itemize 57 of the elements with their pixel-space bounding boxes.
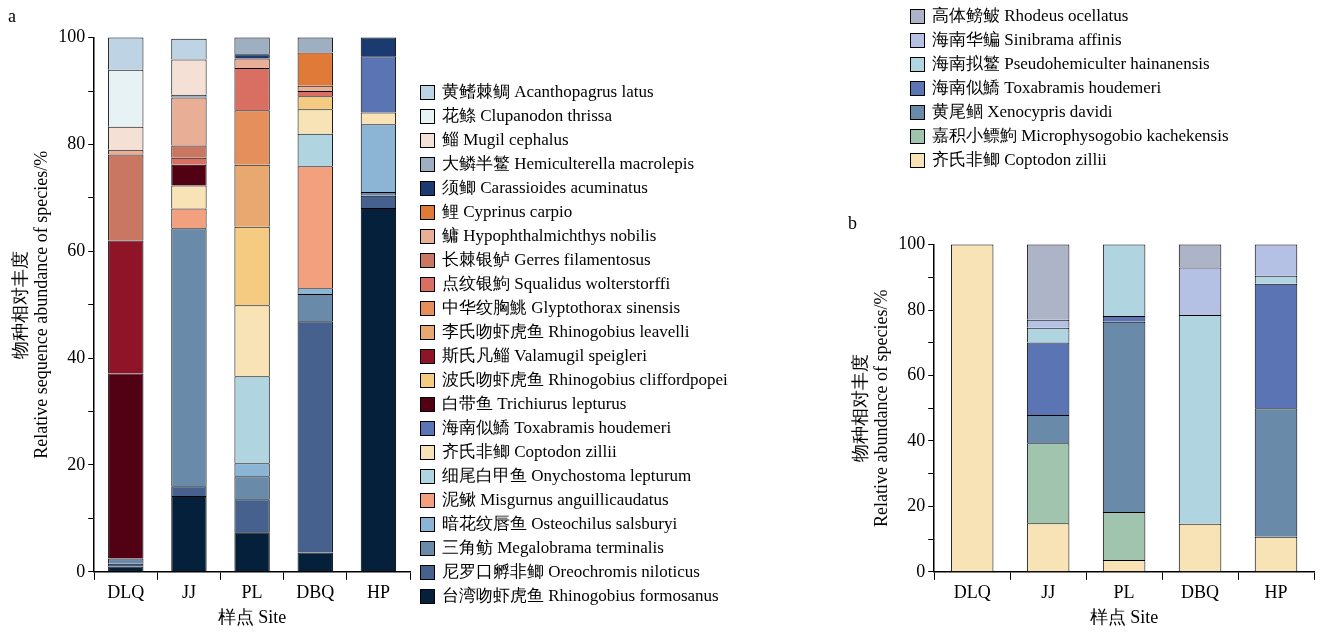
x-axis-title: 样点 Site xyxy=(1089,606,1159,627)
x-tick-label: JJ xyxy=(1041,582,1056,603)
legend-label: 海南华鳊 Sinibrama affinis xyxy=(932,29,1122,51)
y-tick-label: 0 xyxy=(916,560,926,581)
x-tick-label: DBQ xyxy=(296,582,335,603)
x-tick-label: DBQ xyxy=(1181,582,1220,603)
legend-label: 暗花纹唇鱼 Osteochilus salsburyi xyxy=(442,513,678,535)
chart-title: b xyxy=(848,212,857,233)
x-tick-label: DLQ xyxy=(953,582,991,603)
legend-label: 高体鳑鲏 Rhodeus ocellatus xyxy=(932,5,1129,27)
legend-label: 鲻 Mugil cephalus xyxy=(442,129,569,151)
legend-label: 波氏吻虾虎鱼 Rhinogobius cliffordpopei xyxy=(442,369,728,391)
legend-label: 泥鳅 Misgurnus anguillicaudatus xyxy=(442,489,669,511)
x-tick-label: HP xyxy=(366,582,390,603)
y-tick-label: 60 xyxy=(907,364,926,385)
y-tick-label: 100 xyxy=(898,233,926,254)
legend-label: 台湾吻虾虎鱼 Rhinogobius formosanus xyxy=(442,585,719,607)
x-tick-label: JJ xyxy=(181,582,196,603)
x-axis-title: 样点 Site xyxy=(217,606,287,627)
legend-label: 齐氏非鲫 Coptodon zillii xyxy=(932,149,1107,171)
legend-label: 长棘银鲈 Gerres filamentosus xyxy=(442,249,651,271)
x-tick-label: PL xyxy=(241,582,263,603)
legend-label: 海南似鱎 Toxabramis houdemeri xyxy=(932,77,1162,99)
legend-label: 中华纹胸鮡 Glyptothorax sinensis xyxy=(442,297,680,319)
legend-label: 大鳞半鳘 Hemiculterella macrolepis xyxy=(442,153,695,175)
y-tick-label: 80 xyxy=(907,298,926,319)
y-tick-label: 100 xyxy=(58,26,86,47)
legend-label: 尼罗口孵非鲫 Oreochromis niloticus xyxy=(442,561,700,583)
legend-label: 海南似鱎 Toxabramis houdemeri xyxy=(442,417,672,439)
legend-label: 嘉积小鳔鮈 Microphysogobio kachekensis xyxy=(932,125,1229,147)
y-tick-label: 80 xyxy=(67,133,86,154)
x-tick-label: DLQ xyxy=(107,582,145,603)
y-tick-label: 40 xyxy=(67,346,86,367)
legend-label: 三角鲂 Megalobrama terminalis xyxy=(442,537,664,559)
legend-label: 黄鳍棘鲷 Acanthopagrus latus xyxy=(442,81,654,103)
legend-label: 海南拟鳘 Pseudohemiculter hainanensis xyxy=(932,53,1210,75)
y-tick-label: 40 xyxy=(907,429,926,450)
legend-label: 黄尾鲴 Xenocypris davidi xyxy=(932,101,1113,123)
legend-label: 鳙 Hypophthalmichthys nobilis xyxy=(442,225,657,247)
y-tick-label: 20 xyxy=(67,453,86,474)
legend-label: 细尾白甲鱼 Onychostoma lepturum xyxy=(442,465,692,487)
legend-label: 白带鱼 Trichiurus lepturus xyxy=(442,393,627,415)
legend-label: 花鲦 Clupanodon thrissa xyxy=(442,105,612,127)
legend-label: 须鲫 Carassioides acuminatus xyxy=(442,177,648,199)
legend-label: 斯氏凡鲻 Valamugil speigleri xyxy=(442,345,647,367)
y-tick-label: 0 xyxy=(76,560,86,581)
y-axis-title: 物种相对丰度 Relative abundance of species/% xyxy=(849,289,892,527)
legend-label: 李氏吻虾虎鱼 Rhinogobius leavelli xyxy=(442,321,690,343)
legend-label: 鲤 Cyprinus carpio xyxy=(442,201,573,223)
legend-label: 点纹银鮈 Squalidus wolterstorffi xyxy=(442,273,671,295)
x-tick-label: PL xyxy=(1113,582,1135,603)
y-axis-title: 物种相对丰度 Relative sequence abundance of species/% xyxy=(9,150,52,459)
x-tick-label: HP xyxy=(1264,582,1288,603)
legend-label: 齐氏非鲫 Coptodon zillii xyxy=(442,441,617,463)
y-tick-label: 20 xyxy=(907,495,926,516)
y-tick-label: 60 xyxy=(67,240,86,261)
chart-title: a xyxy=(8,5,16,26)
